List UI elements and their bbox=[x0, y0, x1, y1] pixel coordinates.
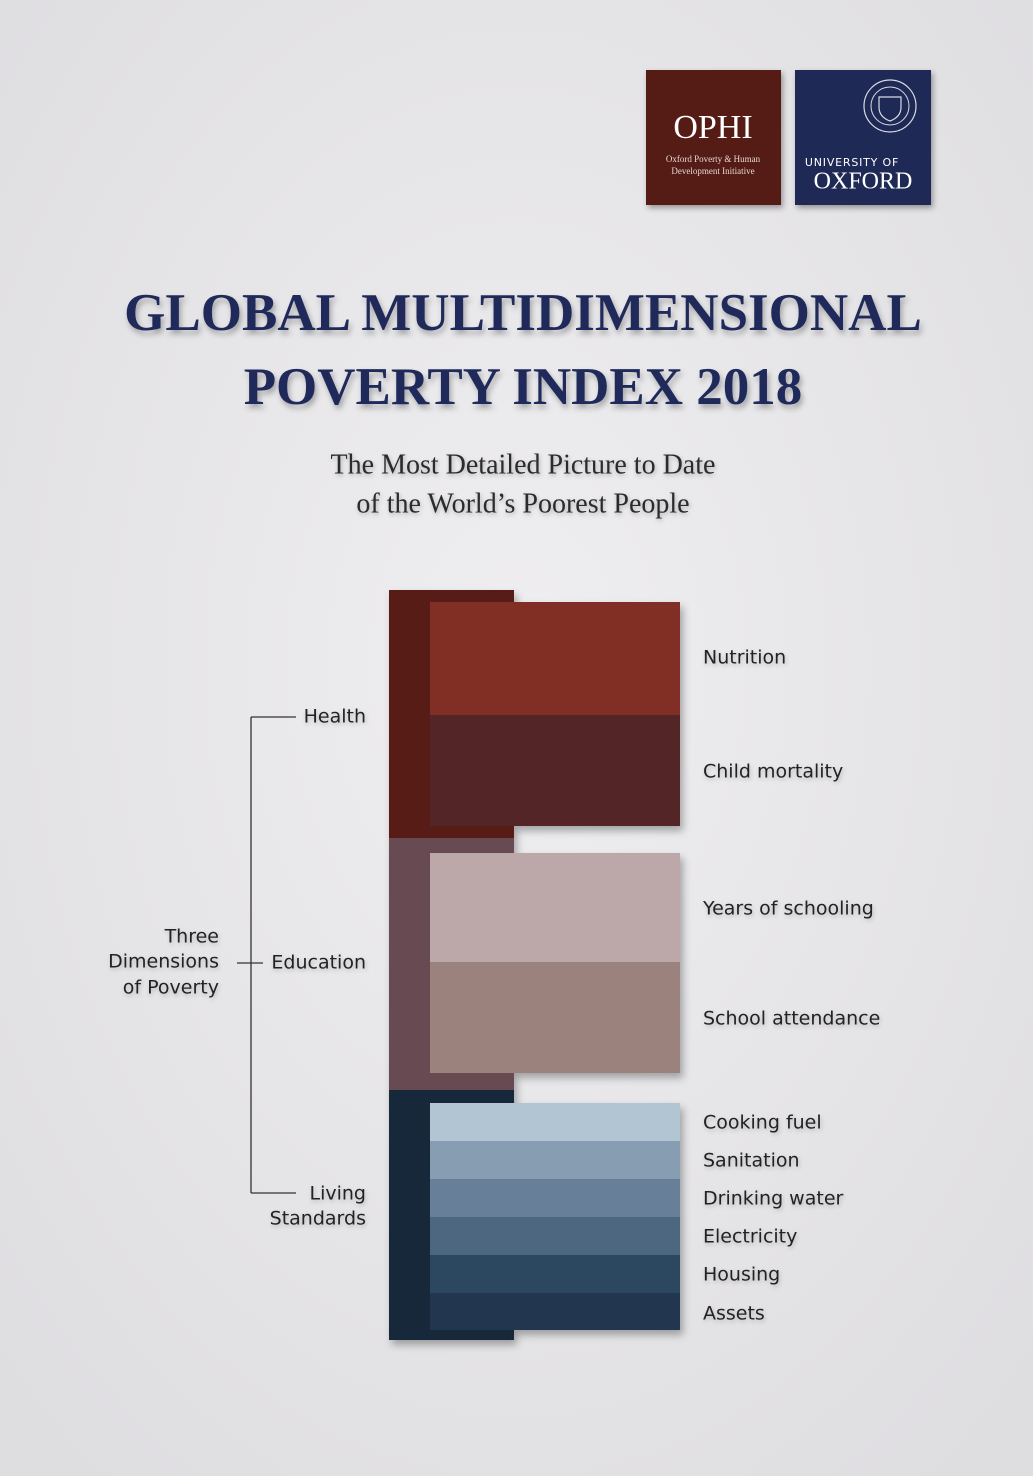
dimension-label: Health bbox=[304, 706, 366, 728]
subtitle-line: of the World’s Poorest People bbox=[356, 488, 689, 519]
indicator-block bbox=[430, 1179, 680, 1217]
indicator-label: Cooking fuel bbox=[703, 1112, 822, 1134]
indicator-block bbox=[430, 1255, 680, 1293]
indicator-label: Years of schooling bbox=[702, 898, 874, 920]
root-label: Three bbox=[164, 926, 219, 948]
indicator-block bbox=[430, 962, 680, 1073]
indicator-block bbox=[430, 1103, 680, 1141]
crest-ring bbox=[870, 86, 910, 126]
indicator-block bbox=[430, 602, 680, 715]
diagram bbox=[389, 590, 680, 1340]
dimension-label: Living bbox=[310, 1183, 367, 1205]
oxford-line: UNIVERSITY OF bbox=[805, 156, 899, 169]
indicator-label: Child mortality bbox=[703, 761, 843, 783]
ophi-line: Oxford Poverty & Human bbox=[666, 154, 761, 164]
ophi-logo bbox=[646, 70, 781, 205]
ophi-line: Development Initiative bbox=[671, 166, 754, 176]
dimension-label: Standards bbox=[270, 1208, 366, 1230]
indicator-label: Housing bbox=[703, 1264, 780, 1286]
dimension-label: Education bbox=[271, 952, 366, 974]
indicator-label: Assets bbox=[703, 1303, 765, 1325]
indicator-block bbox=[430, 1293, 680, 1330]
crest-shield bbox=[878, 96, 902, 122]
root-label: Dimensions bbox=[108, 951, 219, 973]
indicator-block bbox=[430, 1141, 680, 1179]
indicator-block bbox=[430, 715, 680, 826]
indicator-label: Sanitation bbox=[703, 1150, 800, 1172]
oxford-line: OXFORD bbox=[814, 169, 913, 195]
indicator-label: Nutrition bbox=[703, 647, 786, 669]
indicator-block bbox=[430, 853, 680, 962]
subtitle-line: The Most Detailed Picture to Date bbox=[331, 449, 716, 480]
indicator-label: Drinking water bbox=[703, 1188, 844, 1210]
title-line: GLOBAL MULTIDIMENSIONAL bbox=[124, 284, 922, 342]
root-label: of Poverty bbox=[123, 977, 219, 999]
indicator-block bbox=[430, 1217, 680, 1255]
ophi-name: OPHI bbox=[673, 109, 752, 146]
title-line: POVERTY INDEX 2018 bbox=[244, 358, 803, 416]
indicator-label: Electricity bbox=[703, 1226, 797, 1248]
oxford-logo bbox=[795, 70, 931, 205]
indicator-label: School attendance bbox=[703, 1008, 880, 1030]
crest-ring bbox=[863, 79, 917, 133]
